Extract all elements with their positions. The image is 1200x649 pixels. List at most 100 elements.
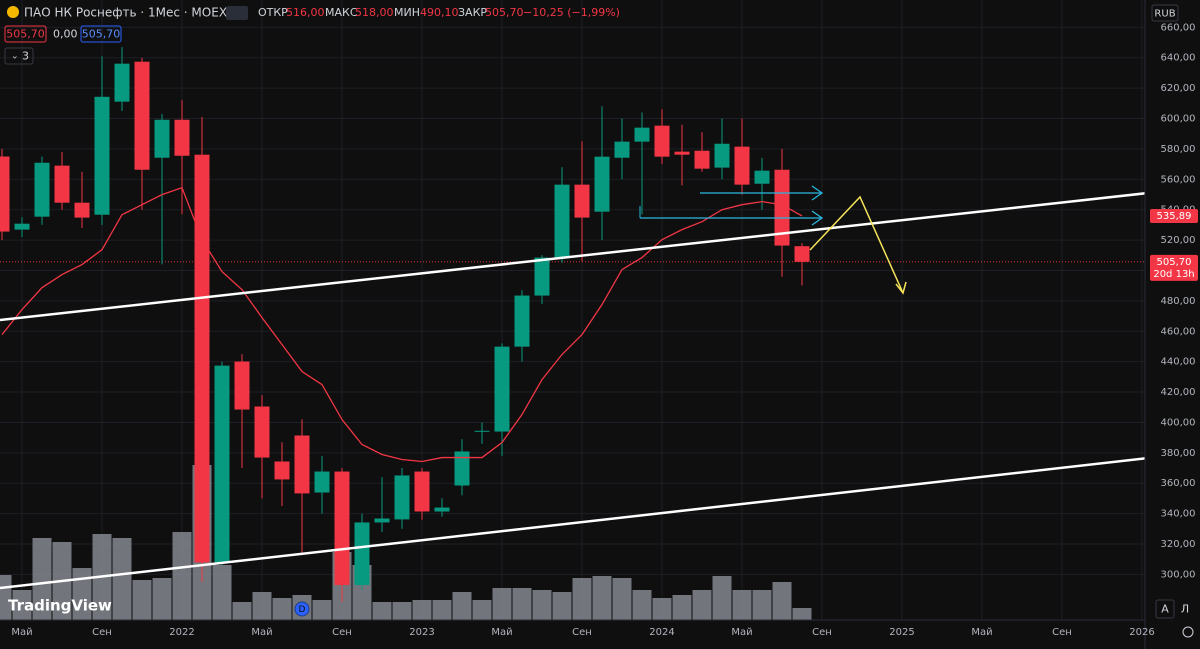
volume-bar bbox=[412, 600, 432, 620]
candle-body bbox=[754, 170, 770, 184]
x-tick-label: Сен bbox=[92, 627, 112, 638]
chevron: ⌄ bbox=[11, 52, 19, 62]
candle-body bbox=[314, 471, 330, 493]
indicators-count: 3 bbox=[22, 50, 29, 63]
x-tick-label: Май bbox=[971, 627, 992, 638]
hide-button[interactable] bbox=[226, 6, 248, 20]
candle-body bbox=[714, 143, 730, 168]
y-tick-label: 600,00 bbox=[1161, 114, 1196, 125]
symbol-icon[interactable] bbox=[7, 6, 19, 18]
buy-box[interactable] bbox=[80, 25, 122, 43]
candle-body bbox=[534, 257, 550, 296]
y-tick-label: 400,00 bbox=[1161, 417, 1196, 428]
buy-price: 505,70 bbox=[82, 28, 121, 41]
y-tick-label: 560,00 bbox=[1161, 174, 1196, 185]
volume-bar bbox=[112, 538, 132, 620]
y-tick-label: 660,00 bbox=[1161, 22, 1196, 33]
ohlc-label: ОТКР bbox=[258, 6, 288, 19]
candle-body bbox=[114, 63, 130, 102]
x-tick-label: Сен bbox=[332, 627, 352, 638]
y-tick-label: 360,00 bbox=[1161, 478, 1196, 489]
candle-body bbox=[394, 475, 410, 520]
symbol-title[interactable]: ПАО НК Роснефть · 1Мес · MOEX bbox=[24, 6, 227, 20]
candle-body bbox=[454, 451, 470, 486]
volume-bar bbox=[12, 590, 32, 620]
auto-button[interactable] bbox=[1155, 599, 1175, 619]
sell-box[interactable] bbox=[4, 25, 47, 43]
volume-bar bbox=[792, 608, 812, 620]
candle-body bbox=[54, 165, 70, 203]
candle-body bbox=[14, 223, 30, 230]
dividend-marker[interactable] bbox=[294, 601, 310, 617]
volume-bar bbox=[612, 578, 632, 620]
candle-body bbox=[334, 471, 350, 586]
candle-body bbox=[474, 430, 490, 432]
volume-bar bbox=[752, 590, 772, 620]
candle-body bbox=[634, 127, 650, 142]
volume-bar bbox=[0, 575, 12, 620]
forecast-arrow[interactable] bbox=[809, 195, 904, 294]
volume-bar bbox=[72, 568, 92, 620]
candle-body bbox=[734, 146, 750, 185]
x-tick-label: Май bbox=[731, 627, 752, 638]
candle-body bbox=[674, 151, 690, 155]
price-label: 505,70 bbox=[1157, 257, 1192, 268]
x-tick-label: 2023 bbox=[409, 627, 434, 638]
trendline[interactable] bbox=[0, 456, 1149, 590]
y-tick-label: 420,00 bbox=[1161, 387, 1196, 398]
arrow-head bbox=[895, 281, 907, 295]
x-tick-label: Сен bbox=[572, 627, 592, 638]
candle-body bbox=[34, 162, 50, 217]
candle-body bbox=[794, 246, 810, 262]
volume-bar bbox=[632, 590, 652, 620]
volume-bar bbox=[272, 598, 292, 620]
candle-body bbox=[194, 154, 210, 563]
volume-bar bbox=[232, 602, 252, 620]
price-label: 535,89 bbox=[1157, 211, 1192, 222]
indicators-toggle[interactable] bbox=[4, 47, 34, 65]
x-tick-label: Май bbox=[251, 627, 272, 638]
y-tick-label: 440,00 bbox=[1161, 357, 1196, 368]
candle-body bbox=[554, 184, 570, 258]
candle-body bbox=[434, 507, 450, 512]
volume-bar bbox=[552, 592, 572, 620]
currency[interactable]: RUB bbox=[1154, 9, 1175, 20]
settings-icon[interactable] bbox=[1182, 626, 1194, 638]
candle-body bbox=[234, 361, 250, 410]
logo[interactable]: TradingView bbox=[8, 597, 112, 615]
volume-bar bbox=[732, 590, 752, 620]
volume-bar bbox=[592, 576, 612, 620]
x-tick-label: 2026 bbox=[1129, 627, 1154, 638]
candle-body bbox=[494, 346, 510, 432]
log-label[interactable]: Л bbox=[1181, 603, 1189, 616]
candle-body bbox=[94, 96, 110, 215]
y-tick-label: 380,00 bbox=[1161, 448, 1196, 459]
time-axis-bg bbox=[0, 620, 1145, 649]
currency-box[interactable] bbox=[1151, 4, 1179, 22]
candle-body bbox=[654, 125, 670, 157]
candle-body bbox=[374, 518, 390, 523]
y-tick-label: 460,00 bbox=[1161, 326, 1196, 337]
y-tick-label: 640,00 bbox=[1161, 53, 1196, 64]
volume-bar bbox=[312, 600, 332, 620]
volume-bar bbox=[512, 588, 532, 620]
candle-body bbox=[354, 522, 370, 586]
volume-bar bbox=[212, 565, 232, 620]
candle-body bbox=[614, 141, 630, 158]
candle-body bbox=[414, 471, 430, 512]
arrow-head bbox=[811, 210, 824, 226]
ohlc-value: 490,10 bbox=[420, 6, 459, 19]
trendline[interactable] bbox=[0, 191, 1149, 322]
y-tick-label: 520,00 bbox=[1161, 235, 1196, 246]
x-tick-label: 2022 bbox=[169, 627, 194, 638]
volume-bar bbox=[252, 592, 272, 620]
candle-body bbox=[774, 169, 790, 246]
y-tick-label: 300,00 bbox=[1161, 569, 1196, 580]
volume-bar bbox=[672, 595, 692, 620]
price-label-bg bbox=[1150, 208, 1198, 223]
volume-bar bbox=[772, 582, 792, 620]
volume-bar bbox=[652, 598, 672, 620]
ohlc-value: 516,00 bbox=[286, 6, 325, 19]
volume-bar bbox=[692, 590, 712, 620]
